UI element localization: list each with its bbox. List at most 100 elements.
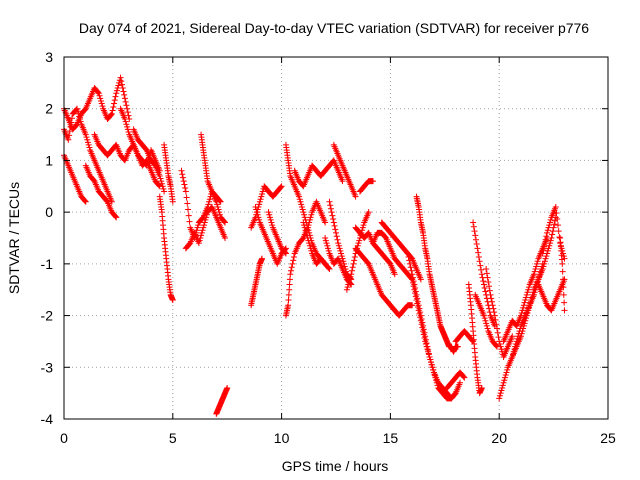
data-point xyxy=(82,198,89,205)
data-point xyxy=(259,188,266,195)
data-point xyxy=(560,291,567,298)
series-arc-v xyxy=(326,198,355,283)
data-point xyxy=(429,364,436,371)
data-point xyxy=(493,342,500,349)
data-point xyxy=(86,144,93,151)
data-point xyxy=(123,102,130,109)
series-arc-u xyxy=(300,219,329,267)
data-point xyxy=(303,229,310,236)
data-point xyxy=(290,257,297,264)
data-point xyxy=(496,341,503,348)
data-point xyxy=(407,264,414,271)
data-point xyxy=(483,270,490,277)
data-point xyxy=(499,384,506,391)
data-point xyxy=(544,229,551,236)
data-point xyxy=(335,240,342,247)
series-arc-ai xyxy=(452,328,477,345)
data-point xyxy=(331,222,338,229)
data-point xyxy=(338,250,345,257)
series-arc-h xyxy=(156,193,176,304)
data-point xyxy=(556,234,563,241)
data-point xyxy=(206,196,213,203)
data-point xyxy=(269,222,276,229)
data-point xyxy=(410,283,417,290)
data-point xyxy=(481,284,488,291)
data-point xyxy=(425,348,432,355)
series-arc-g xyxy=(130,126,168,195)
data-point xyxy=(298,203,305,210)
plot-frame xyxy=(63,56,609,420)
y-axis-label: SDTVAR / TECUs xyxy=(6,182,22,294)
data-point xyxy=(474,245,481,252)
data-point xyxy=(328,209,335,216)
data-point xyxy=(306,240,313,247)
data-point xyxy=(282,249,289,256)
data-marks xyxy=(61,74,568,417)
data-point xyxy=(116,77,123,84)
data-point xyxy=(114,85,121,92)
data-point xyxy=(322,260,329,267)
data-point xyxy=(325,245,332,252)
data-point xyxy=(257,196,264,203)
data-point xyxy=(308,247,315,254)
data-point xyxy=(480,278,487,285)
data-point xyxy=(95,89,102,96)
data-point xyxy=(454,343,461,350)
data-point xyxy=(496,395,503,402)
series-arc-q xyxy=(265,209,289,257)
data-point xyxy=(307,245,314,252)
data-point xyxy=(324,242,331,249)
data-point xyxy=(161,188,168,195)
data-point xyxy=(113,90,120,97)
data-point xyxy=(483,322,490,329)
data-point xyxy=(266,214,273,221)
data-point xyxy=(84,139,91,146)
data-point xyxy=(523,312,530,319)
data-point xyxy=(108,111,115,118)
data-point xyxy=(523,294,530,301)
series-arc-ac xyxy=(369,229,416,283)
data-point xyxy=(151,161,158,168)
data-point xyxy=(253,206,260,213)
data-point xyxy=(561,307,568,314)
data-point xyxy=(217,198,224,205)
series-arc-t xyxy=(291,157,346,190)
data-point xyxy=(552,203,559,210)
data-point xyxy=(143,162,150,169)
data-point xyxy=(169,297,176,304)
data-point xyxy=(186,241,193,248)
data-point xyxy=(560,284,567,291)
data-point xyxy=(77,118,84,125)
data-point xyxy=(539,266,546,273)
y-tick-label: -4 xyxy=(41,411,54,427)
data-point xyxy=(169,198,176,205)
data-point xyxy=(519,328,526,335)
data-point xyxy=(144,160,151,167)
data-point xyxy=(525,307,532,314)
x-tick-labels: 0 5 10 15 20 25 xyxy=(60,430,616,446)
data-point xyxy=(430,366,437,373)
series-arc-as xyxy=(557,235,568,314)
data-point xyxy=(528,297,535,304)
data-point xyxy=(288,264,295,271)
data-point xyxy=(110,103,117,110)
data-point xyxy=(430,369,437,376)
data-point xyxy=(541,243,548,250)
data-point xyxy=(307,214,314,221)
data-point xyxy=(539,250,546,257)
data-point xyxy=(345,281,352,288)
data-point xyxy=(461,374,468,381)
data-point xyxy=(428,359,435,366)
data-point xyxy=(322,237,329,244)
data-point xyxy=(222,235,229,241)
data-point xyxy=(287,271,294,278)
data-point xyxy=(484,325,491,332)
x-tick-label: 0 xyxy=(60,430,68,446)
data-point xyxy=(338,253,345,260)
data-point xyxy=(522,297,529,304)
data-point xyxy=(185,212,192,219)
data-point xyxy=(285,302,292,309)
data-point xyxy=(303,232,310,239)
data-point xyxy=(460,373,467,380)
data-point xyxy=(414,300,421,307)
